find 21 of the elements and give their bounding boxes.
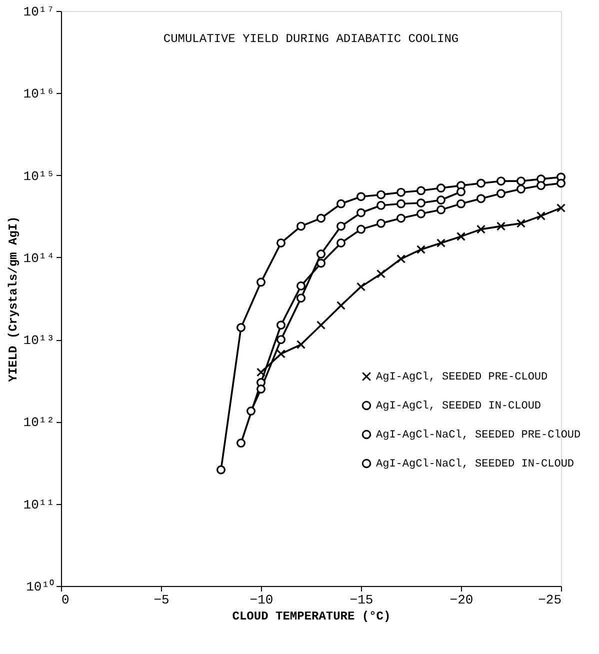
y-tick-label: 10¹² — [23, 415, 54, 430]
x-tick-label: −5 — [154, 592, 170, 608]
y-tick-label: 10¹⁴ — [23, 250, 54, 266]
x-tick-label: −10 — [250, 592, 274, 608]
y-tick-label: 10¹³ — [23, 333, 54, 348]
legend-label: AgI-AgCl, SEEDED PRE-CLOUD — [376, 372, 548, 384]
y-axis-title: YIELD (Crystals/gm AgI) — [6, 216, 20, 382]
x-axis-title: CLOUD TEMPERATURE (°C) — [232, 610, 391, 624]
y-tick-label: 10¹¹ — [23, 497, 54, 512]
y-tick-label: 10¹⁰ — [26, 578, 54, 594]
y-tick-label: 10¹⁶ — [23, 86, 54, 102]
y-tick-label: 10¹⁷ — [23, 4, 54, 20]
text: CUMULATIVE YIELD DURING ADIABATIC COOLING — [163, 32, 459, 46]
legend-label: AgI-AgCl-NaCl, SEEDED PRE-ClOUD — [376, 430, 582, 442]
x-tick-label: −25 — [538, 592, 562, 608]
y-tick-label: 10¹⁵ — [23, 168, 54, 184]
legend-label: AgI-AgCl, SEEDED IN-CLOUD — [376, 400, 542, 412]
legend-label: AgI-AgCl-NaCl, SEEDED IN-CLOUD — [376, 458, 574, 470]
x-tick-label: −15 — [350, 592, 374, 608]
x-tick-label: −20 — [450, 592, 474, 608]
x-tick-label: 0 — [62, 592, 70, 608]
